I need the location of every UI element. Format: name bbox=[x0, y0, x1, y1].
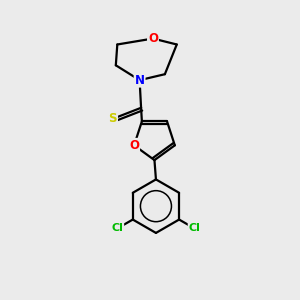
Text: Cl: Cl bbox=[111, 224, 123, 233]
Text: O: O bbox=[129, 139, 139, 152]
Text: O: O bbox=[148, 32, 158, 45]
Text: Cl: Cl bbox=[189, 224, 200, 233]
Text: N: N bbox=[135, 74, 145, 87]
Text: S: S bbox=[109, 112, 117, 125]
